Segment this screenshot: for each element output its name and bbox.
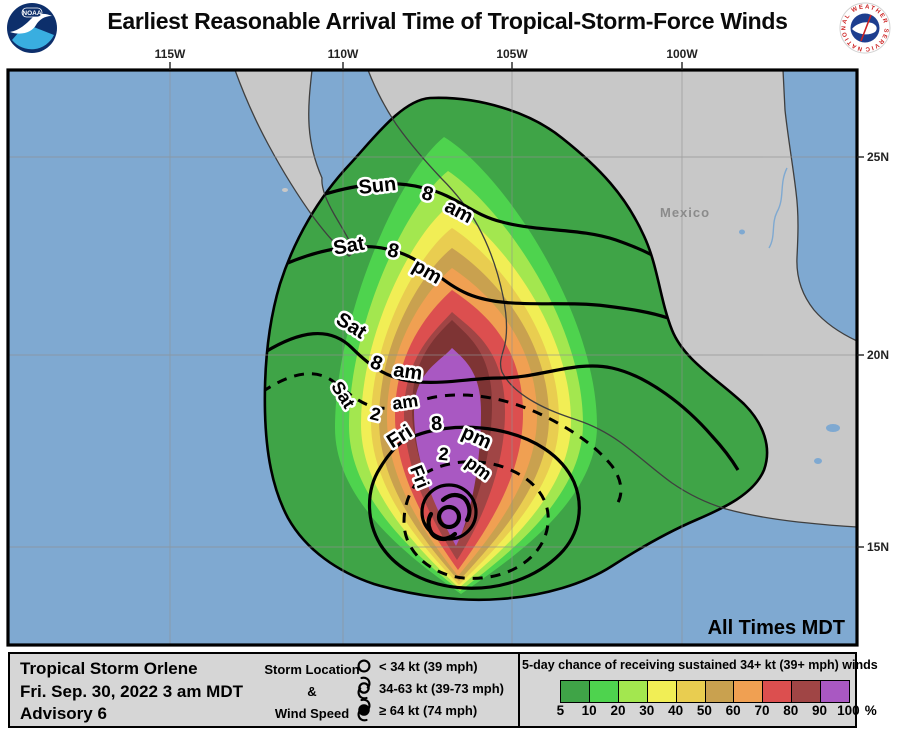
nws-logo-icon: NATIONAL WEATHER SERVICE — [839, 2, 891, 54]
label-fri-8pm-hour: 8 — [430, 413, 443, 436]
panel-divider — [518, 653, 520, 727]
label-sat-8am-ampm: am — [392, 359, 424, 385]
graticule — [8, 70, 857, 645]
label-sun-8am-day: Sun — [357, 173, 397, 199]
colorbar-cell — [618, 681, 648, 702]
lakes — [739, 167, 840, 464]
header: NOAA Earliest Reasonable Arrival Time of… — [0, 0, 897, 56]
contour-sat-8pm — [271, 244, 669, 320]
colorbar-unit: % — [864, 703, 877, 718]
island — [282, 188, 288, 192]
noaa-logo-icon: NOAA — [7, 3, 57, 53]
info-panel: Tropical Storm Orlene Fri. Sep. 30, 2022… — [8, 652, 878, 728]
colorbar-title: 5-day chance of receiving sustained 34+ … — [522, 658, 878, 672]
x-axis-label-105w: 105W — [496, 47, 528, 61]
x-axis-label-115w: 115W — [155, 47, 186, 61]
colorbar-cell — [734, 681, 764, 702]
axis-ticks — [169, 62, 864, 548]
storm-datetime: Fri. Sep. 30, 2022 3 am MDT — [20, 681, 243, 701]
tropical-storm-symbol-icon — [357, 676, 371, 700]
storm-advisory: Advisory 6 — [20, 704, 107, 723]
location-legend-title: Storm Location & Wind Speed — [264, 662, 360, 721]
wind-speed-legend: < 34 kt (39 mph) 34-63 kt (39-73 mph) — [354, 655, 504, 722]
x-axis-label-100w: 100W — [666, 47, 698, 61]
times-note: All Times MDT — [708, 617, 845, 639]
contour-sat-8am — [264, 331, 740, 471]
page-title: Earliest Reasonable Arrival Time of Trop… — [107, 8, 788, 34]
storm-info: Tropical Storm Orlene Fri. Sep. 30, 2022… — [20, 658, 243, 726]
contour-fri-2pm — [402, 460, 550, 580]
colorbar-cell — [589, 681, 619, 702]
open-circle-icon — [357, 659, 371, 673]
storm-name: Tropical Storm Orlene — [20, 659, 198, 678]
colorbar-ticks: 5 10 20 30 40 50 60 70 80 90 100 % — [556, 703, 877, 718]
colorbar-cell — [763, 681, 793, 702]
legend-item-ge64: ≥ 64 kt (74 mph) — [354, 698, 504, 722]
y-axis-label-25n: 25N — [867, 150, 889, 164]
colorbar-cell — [647, 681, 677, 702]
contour-sat-2am — [264, 372, 623, 507]
legend-item-lt34: < 34 kt (39 mph) — [354, 655, 504, 677]
region-label-mexico: Mexico — [660, 205, 710, 220]
hurricane-symbol-icon — [357, 698, 371, 722]
map-border — [6, 68, 859, 647]
river — [768, 167, 788, 249]
colorbar-cell — [792, 681, 822, 702]
colorbar-cell — [676, 681, 706, 702]
label-fri-2pm-hour: 2 — [438, 444, 450, 465]
label-sat-2am-ampm: am — [391, 390, 420, 413]
legend-item-34-63: 34-63 kt (39-73 mph) — [354, 676, 504, 700]
y-axis-label-20n: 20N — [867, 348, 889, 362]
isochrone-lines — [264, 182, 740, 590]
contour-fri-8pm — [367, 425, 581, 590]
colorbar-cell — [561, 681, 590, 702]
colorbar-cell — [821, 681, 850, 702]
colorbar-cell — [705, 681, 735, 702]
noaa-logo-text: NOAA — [22, 10, 41, 17]
contour-sun-8am — [291, 182, 665, 264]
y-axis-label-15n: 15N — [867, 540, 889, 554]
tropical-storm-icon — [426, 493, 472, 541]
x-axis-label-110w: 110W — [328, 47, 359, 61]
probability-colorbar — [560, 680, 850, 703]
